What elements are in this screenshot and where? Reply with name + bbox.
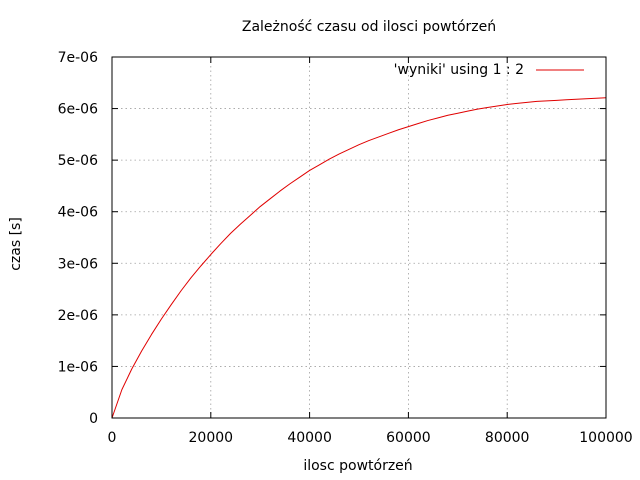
y-tick-label: 6e-06 bbox=[58, 102, 98, 118]
y-axis-label: czas [s] bbox=[8, 217, 24, 271]
tick-labels: 0 20000 40000 60000 80000 100000 0 1e-06 2e-06 3e… bbox=[58, 50, 633, 446]
x-tick-label: 0 bbox=[108, 430, 117, 446]
x-tick-label: 40000 bbox=[287, 430, 332, 446]
y-tick-label: 0 bbox=[89, 411, 98, 427]
y-tick-label: 4e-06 bbox=[58, 205, 98, 221]
y-tick-label: 3e-06 bbox=[58, 256, 98, 272]
y-tick-label: 2e-06 bbox=[58, 308, 98, 324]
x-tick-label: 100000 bbox=[579, 430, 632, 446]
plot-frame bbox=[111, 56, 607, 419]
grid-lines bbox=[112, 57, 606, 418]
y-tick-label: 1e-06 bbox=[58, 359, 98, 375]
y-tick-label: 5e-06 bbox=[58, 153, 98, 169]
chart-title: Zależność czasu od ilosci powtórzeń bbox=[242, 19, 496, 35]
y-tick-label: 7e-06 bbox=[58, 50, 98, 66]
legend-label: 'wyniki' using 1 : 2 bbox=[394, 62, 524, 78]
x-tick-label: 80000 bbox=[485, 430, 530, 446]
series-line bbox=[111, 97, 607, 419]
x-axis-label: ilosc powtórzeń bbox=[303, 458, 412, 474]
x-tick-label: 20000 bbox=[189, 430, 234, 446]
axis-ticks bbox=[111, 56, 607, 419]
x-tick-label: 60000 bbox=[386, 430, 431, 446]
legend: 'wyniki' using 1 : 2 bbox=[394, 62, 584, 78]
